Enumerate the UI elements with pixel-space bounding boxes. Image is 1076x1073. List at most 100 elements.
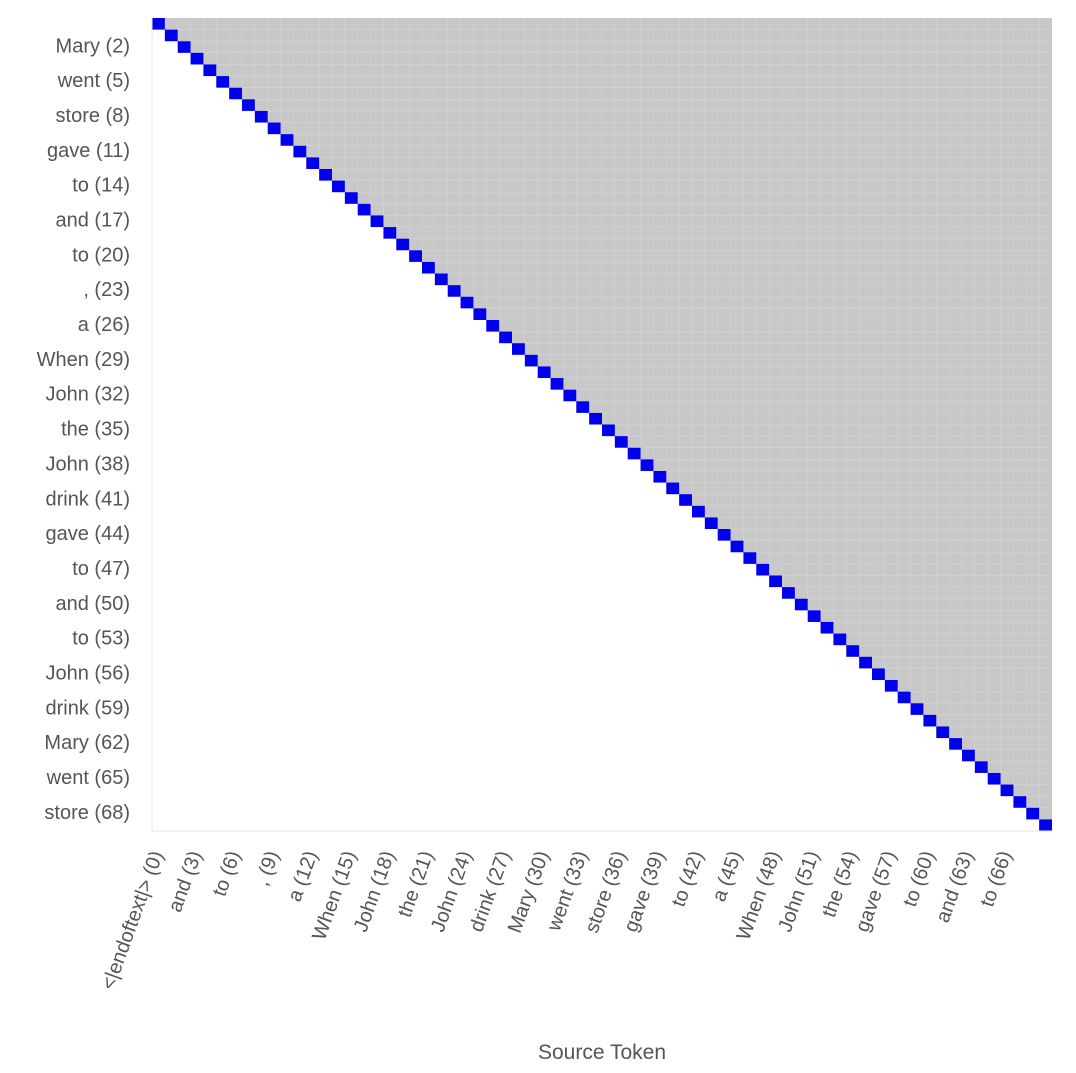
diagonal-cell xyxy=(344,192,358,204)
diagonal-cell xyxy=(666,482,680,495)
x-tick-labels: <|endoftext|> (0)and (3) to (6), (9) a (12… xyxy=(97,848,1016,993)
y-tick-label: , (23) xyxy=(83,279,130,301)
y-tick-label: store (68) xyxy=(44,802,130,824)
diagonal-cell xyxy=(769,575,782,588)
diagonal-cell xyxy=(743,552,757,564)
y-tick-label: to (53) xyxy=(72,628,130,650)
diagonal-cell xyxy=(640,459,654,471)
y-tick-label: gave (44) xyxy=(46,523,131,545)
diagonal-cell xyxy=(306,157,320,169)
diagonal-cell xyxy=(524,354,538,367)
diagonal-cell xyxy=(974,761,988,773)
diagonal-cell xyxy=(602,424,615,437)
diagonal-cell xyxy=(589,412,602,425)
diagonal-cell xyxy=(319,168,332,181)
diagonal-cell xyxy=(434,273,448,286)
y-tick-label: drink (41) xyxy=(46,488,130,510)
x-tick-label: to (66) xyxy=(976,848,1016,910)
x-tick-label: to (60) xyxy=(899,848,939,910)
diagonal-cell xyxy=(704,517,718,530)
diagonal-cell xyxy=(229,87,242,100)
x-tick-label: to (42) xyxy=(668,848,708,910)
diagonal-cells xyxy=(152,18,1052,831)
diagonal-cell xyxy=(537,366,551,379)
diagonal-cell xyxy=(370,215,384,228)
diagonal-cell xyxy=(332,180,345,193)
y-tick-label: and (50) xyxy=(56,593,131,615)
y-tick-label: a (26) xyxy=(78,314,130,336)
diagonal-cell xyxy=(1013,796,1027,808)
diagonal-cell xyxy=(679,494,692,506)
diagonal-cell xyxy=(293,145,307,158)
y-tick-labels: Mary (2) went (5) store (8) gave (11) to (14… xyxy=(37,35,130,824)
y-tick-label: the (35) xyxy=(61,419,130,441)
diagonal-cell xyxy=(807,610,821,622)
x-tick-label: and (3) xyxy=(164,848,206,915)
diagonal-cell xyxy=(897,691,911,704)
y-tick-label: John (32) xyxy=(46,384,131,406)
diagonal-cell xyxy=(782,587,795,599)
diagonal-cell xyxy=(422,261,435,274)
y-tick-label: and (17) xyxy=(56,210,131,232)
diagonal-cell xyxy=(730,540,744,553)
diagonal-cell xyxy=(1039,819,1052,831)
axis-lines xyxy=(151,18,1052,832)
diagonal-cell xyxy=(357,203,371,216)
diagonal-cell xyxy=(203,64,217,77)
diagonal-cell xyxy=(473,308,487,320)
diagonal-cell xyxy=(563,389,577,402)
y-tick-label: John (38) xyxy=(46,453,131,475)
grid-lines xyxy=(177,18,1052,809)
diagonal-cell xyxy=(242,99,255,111)
x-tick-label: <|endoftext|> (0) xyxy=(97,848,168,993)
diagonal-cell xyxy=(833,633,847,646)
diagonal-cell xyxy=(383,227,397,239)
y-tick-label: John (56) xyxy=(46,662,131,684)
diagonal-cell xyxy=(859,656,872,669)
x-tick-label: and (63) xyxy=(932,848,978,926)
diagonal-cell xyxy=(550,378,564,390)
diagonal-cell xyxy=(949,738,962,750)
diagonal-cell xyxy=(177,41,191,53)
y-tick-label: gave (11) xyxy=(47,140,130,162)
x-tick-label: a (45) xyxy=(708,848,747,905)
x-tick-label: the (54) xyxy=(818,848,862,920)
diagonal-cell xyxy=(190,52,204,65)
diagonal-cell xyxy=(576,401,590,413)
diagonal-cell xyxy=(486,319,500,332)
y-tick-label: Mary (2) xyxy=(56,35,130,57)
x-tick-label: the (21) xyxy=(394,848,438,920)
diagonal-cell xyxy=(409,250,422,262)
diagonal-cell xyxy=(910,703,924,715)
diagonal-cell xyxy=(152,18,165,30)
diagonal-cell xyxy=(936,726,950,739)
diagonal-cell xyxy=(280,134,294,146)
diagonal-cell xyxy=(447,285,461,297)
diagonal-cell xyxy=(1000,784,1014,797)
diagonal-cell xyxy=(614,436,628,448)
y-tick-label: Mary (62) xyxy=(44,732,130,754)
diagonal-cell xyxy=(794,598,808,611)
diagonal-cell xyxy=(499,331,512,344)
x-axis-title: Source Token xyxy=(538,1041,666,1064)
y-tick-label: went (5) xyxy=(57,70,130,92)
diagonal-cell xyxy=(756,563,770,576)
diagonal-cell xyxy=(962,749,975,762)
y-tick-label: store (8) xyxy=(56,105,130,127)
y-tick-label: to (14) xyxy=(72,175,130,197)
diagonal-cell xyxy=(692,505,705,518)
diagonal-cell xyxy=(846,645,860,657)
y-tick-label: went (65) xyxy=(46,767,130,789)
y-tick-label: to (20) xyxy=(72,244,130,266)
diagonal-cell xyxy=(460,296,474,309)
y-tick-label: drink (59) xyxy=(46,697,130,719)
y-tick-label: to (47) xyxy=(72,558,130,580)
diagonal-cell xyxy=(987,772,1001,785)
diagonal-cell xyxy=(216,76,230,88)
diagonal-cell xyxy=(512,343,525,355)
x-tick-label: a (12) xyxy=(284,848,323,905)
diagonal-cell xyxy=(627,447,641,460)
diagonal-cell xyxy=(267,122,281,135)
